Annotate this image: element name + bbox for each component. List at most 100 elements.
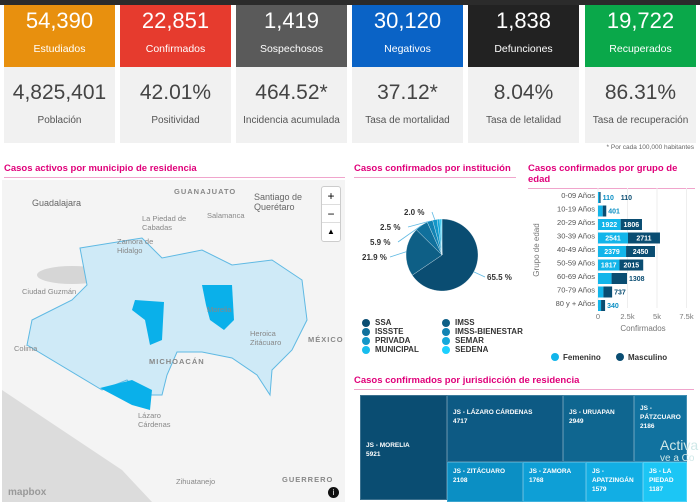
y-axis-label: Grupo de edad [532,223,541,276]
mapbox-logo[interactable]: mapbox [8,487,47,498]
treemap-cell[interactable]: JS - LA PIEDAD 1187 [643,462,687,502]
bar-masculino[interactable] [620,219,642,230]
legend-dot-icon [616,353,624,361]
legend-item[interactable]: IMSS-BIENESTAR [442,327,523,336]
legend-label: ISSSTE [375,327,404,336]
rate-label: Positividad [151,115,200,126]
map-place-label: Salamanca [207,211,245,220]
bar-femenino[interactable] [598,192,600,203]
pie-leader-line [397,225,422,243]
treemap-cell[interactable]: JS - ZAMORA 1768 [523,462,586,502]
legend-item[interactable]: ISSSTE [362,327,403,336]
legend-item[interactable]: SSA [362,318,391,327]
map-place-label: Colima [14,344,38,353]
cell-name: JS - LA PIEDAD [649,468,674,485]
y-tick-label: 50-59 Años [557,259,595,268]
bar-masculino[interactable] [599,192,601,203]
bar-data-label: 1817 [601,263,617,270]
map-place-label: Guadalajara [32,198,82,208]
bar-data-label: 110 [621,195,632,202]
y-tick-label: 60-69 Años [557,272,595,281]
treemap-cell[interactable]: JS - APATZINGÁN 1579 [586,462,643,502]
legend-dot-icon [442,336,450,345]
bar-data-label: 2711 [636,236,651,243]
bar-masculino[interactable] [626,246,655,257]
map-place-label: Ciudad Guzmán [22,287,77,296]
bar-femenino[interactable] [598,273,612,284]
y-tick-label: 20-29 Años [557,218,595,227]
pie-slice[interactable] [440,218,443,256]
bar-data-label: 1308 [629,276,645,283]
x-tick-label: 7.5k [679,312,693,321]
cell-value: 4717 [453,418,468,426]
stat-label: Defunciones [494,43,553,55]
bar-masculino[interactable] [627,232,660,244]
legend-item[interactable]: MUNICIPAL [362,345,419,354]
cell-value: 1579 [592,486,607,494]
legend-label[interactable]: Masculino [628,353,667,362]
bar-femenino[interactable] [598,286,604,298]
compass-button[interactable]: ▲ [327,227,335,236]
legend-item[interactable]: IMSS [442,318,475,327]
rate-value: 8.04% [493,81,554,104]
bar-femenino[interactable] [598,232,628,244]
legend-dot-icon [551,353,559,361]
top-bar [0,0,700,5]
legend-label[interactable]: Femenino [563,353,601,362]
legend-label: MUNICIPAL [375,345,419,354]
legend-item[interactable]: SEDENA [442,345,488,354]
treemap-cell[interactable]: JS - URUAPAN 2949 [563,395,634,462]
zoom-in-button[interactable]: + [322,187,340,205]
rate-label: Tasa de recuperación [592,115,689,126]
treemap-cell[interactable]: JS - LÁZARO CÁRDENAS 4717 [447,395,563,462]
map[interactable]: GUANAJUATO Santiago de Querétaro Guadalaja… [2,180,345,502]
bar-masculino[interactable] [619,259,644,271]
cell-name: JS - MORELIA [366,442,410,449]
stat-value: 22,851 [141,8,210,33]
stat-card: 19,722 Recuperados 86.31% Tasa de recuperac… [585,5,696,143]
legend-item[interactable]: PRIVADA [362,336,410,345]
pie-data-label: 65.5 % [487,273,512,282]
x-tick-label: 5k [653,312,661,321]
info-icon[interactable]: i [328,487,339,498]
pie-leader-line [431,211,436,220]
bar-data-label: 2015 [624,263,640,270]
treemap-cell[interactable]: JS - MORELIA 5921 [360,395,447,500]
rate-value: 86.31% [604,81,677,104]
bar-femenino[interactable] [598,205,603,217]
bar-femenino[interactable] [598,300,602,311]
cell-value: 1768 [529,477,544,485]
bar-masculino[interactable] [611,273,628,284]
rate-value: 37.12* [377,81,438,104]
map-title: Casos activos por municipio de residenci… [4,163,345,178]
morelia-highlight [202,285,234,330]
legend-dot-icon [362,336,370,345]
map-controls: + − ▲ [321,186,341,242]
bar-masculino[interactable] [601,300,606,311]
bar-femenino[interactable] [598,246,627,257]
y-tick-label: 10-19 Años [557,205,595,214]
zoom-out-button[interactable]: − [322,205,340,223]
bar-masculino[interactable] [602,205,607,217]
map-shapes [2,237,308,502]
y-tick-label: 80 y + Años [556,299,596,308]
legend-label: IMSS-BIENESTAR [455,327,523,336]
bar-femenino[interactable] [598,259,620,271]
y-tick-label: 40-49 Años [557,245,595,254]
pie-slice[interactable] [412,218,479,292]
uruapan-highlight [132,300,164,345]
legend-item[interactable]: SEMAR [442,336,484,345]
stat-card: 22,851 Confirmados 42.01% Positividad [120,5,231,143]
age-bar-chart: 0 2.5k 5k 7.5k 0-09 Años 110 110 10-19 Años 401 2… [532,188,694,362]
stat-label: Estudiados [33,43,86,55]
footnote: * Por cada 100,000 habitantes [606,144,694,151]
jurisdiction-title: Casos confirmados por jurisdicción de re… [354,375,694,390]
cell-name: JS - ZITÁCUARO [453,468,505,475]
treemap-cell[interactable]: JS - ZITÁCUARO 2108 [447,462,523,502]
lazaro-highlight [100,380,152,410]
x-axis-label: Confirmados [620,324,665,333]
treemap-cell[interactable]: JS - PÁTZCUARO 2186 [634,395,687,462]
bar-femenino[interactable] [598,219,621,230]
bar-masculino[interactable] [603,286,613,298]
cell-name: JS - URUAPAN [569,409,615,416]
